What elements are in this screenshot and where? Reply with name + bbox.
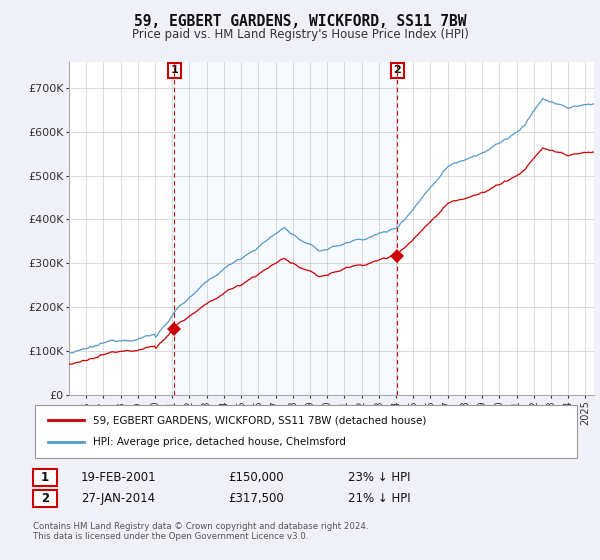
Text: 1: 1 <box>170 66 178 76</box>
Text: £150,000: £150,000 <box>228 470 284 484</box>
Text: £317,500: £317,500 <box>228 492 284 505</box>
Text: 19-FEB-2001: 19-FEB-2001 <box>81 470 157 484</box>
Text: 2: 2 <box>394 66 401 76</box>
Text: 23% ↓ HPI: 23% ↓ HPI <box>348 470 410 484</box>
Text: 2: 2 <box>41 492 49 505</box>
Bar <box>175 62 397 395</box>
Text: Contains HM Land Registry data © Crown copyright and database right 2024.
This d: Contains HM Land Registry data © Crown c… <box>33 522 368 542</box>
Text: 59, EGBERT GARDENS, WICKFORD, SS11 7BW (detached house): 59, EGBERT GARDENS, WICKFORD, SS11 7BW (… <box>93 415 427 425</box>
Text: 27-JAN-2014: 27-JAN-2014 <box>81 492 155 505</box>
Text: 59, EGBERT GARDENS, WICKFORD, SS11 7BW: 59, EGBERT GARDENS, WICKFORD, SS11 7BW <box>134 14 466 29</box>
Text: 21% ↓ HPI: 21% ↓ HPI <box>348 492 410 505</box>
Text: HPI: Average price, detached house, Chelmsford: HPI: Average price, detached house, Chel… <box>93 437 346 447</box>
Text: Price paid vs. HM Land Registry's House Price Index (HPI): Price paid vs. HM Land Registry's House … <box>131 28 469 41</box>
Text: 1: 1 <box>41 470 49 484</box>
